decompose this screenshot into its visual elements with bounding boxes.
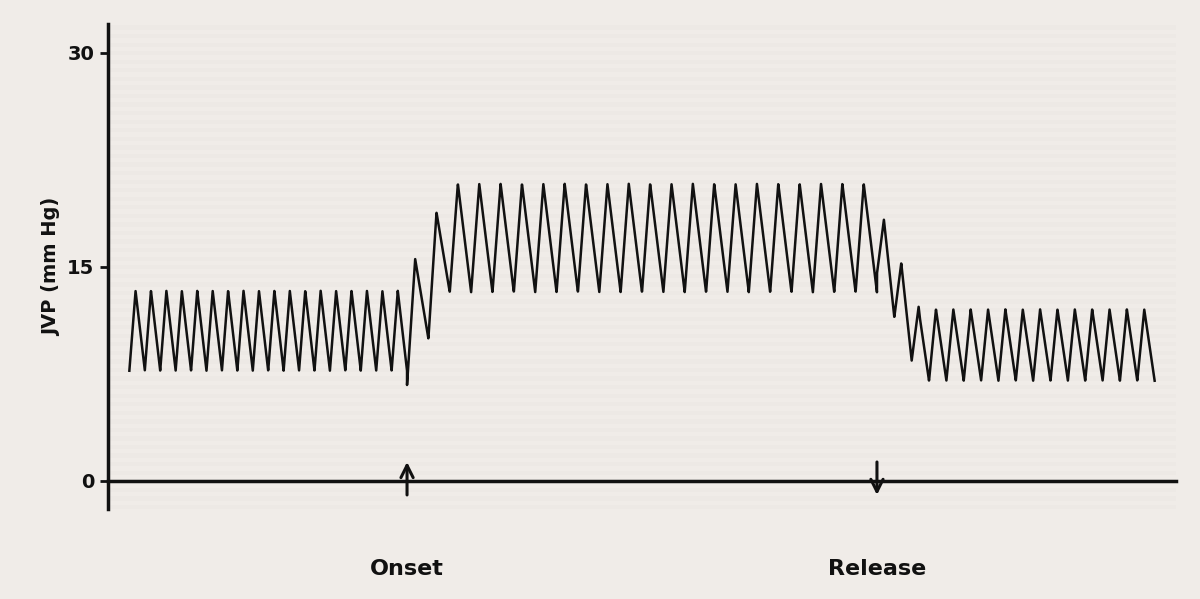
Text: Onset: Onset xyxy=(370,559,444,579)
Bar xyxy=(108,171,1176,176)
Bar xyxy=(108,231,1176,235)
Bar xyxy=(108,316,1176,321)
Bar xyxy=(108,43,1176,47)
Bar xyxy=(108,154,1176,158)
Bar xyxy=(108,51,1176,55)
Bar xyxy=(108,497,1176,501)
Bar xyxy=(108,256,1176,261)
Bar xyxy=(108,445,1176,449)
Bar xyxy=(108,222,1176,226)
Bar xyxy=(108,402,1176,406)
Bar xyxy=(108,342,1176,346)
Bar xyxy=(108,145,1176,150)
Bar xyxy=(108,334,1176,338)
Y-axis label: JVP (mm Hg): JVP (mm Hg) xyxy=(42,198,61,335)
Bar xyxy=(108,453,1176,458)
Bar xyxy=(108,428,1176,432)
Bar xyxy=(108,308,1176,312)
Bar xyxy=(108,385,1176,389)
Bar xyxy=(108,291,1176,295)
Bar xyxy=(108,34,1176,38)
Bar xyxy=(108,479,1176,483)
Bar xyxy=(108,462,1176,467)
Bar xyxy=(108,265,1176,270)
Bar xyxy=(108,505,1176,509)
Bar xyxy=(108,60,1176,64)
Bar xyxy=(108,325,1176,329)
Bar xyxy=(108,137,1176,141)
Bar xyxy=(108,94,1176,98)
Bar xyxy=(108,488,1176,492)
Bar xyxy=(108,102,1176,107)
Bar xyxy=(108,162,1176,167)
Text: Release: Release xyxy=(828,559,926,579)
Bar xyxy=(108,214,1176,218)
Bar xyxy=(108,376,1176,381)
Bar xyxy=(108,368,1176,372)
Bar xyxy=(108,411,1176,415)
Bar xyxy=(108,68,1176,72)
Bar xyxy=(108,394,1176,398)
Bar xyxy=(108,240,1176,244)
Bar xyxy=(108,205,1176,210)
Bar xyxy=(108,85,1176,90)
Bar xyxy=(108,188,1176,192)
Bar xyxy=(108,274,1176,278)
Bar xyxy=(108,180,1176,184)
Bar xyxy=(108,300,1176,304)
Bar xyxy=(108,25,1176,30)
Bar xyxy=(108,282,1176,286)
Bar xyxy=(108,128,1176,132)
Bar xyxy=(108,77,1176,81)
Bar xyxy=(108,419,1176,423)
Bar xyxy=(108,196,1176,201)
Bar xyxy=(108,436,1176,441)
Bar xyxy=(108,248,1176,252)
Bar xyxy=(108,111,1176,115)
Bar xyxy=(108,120,1176,124)
Bar xyxy=(108,359,1176,364)
Bar xyxy=(108,351,1176,355)
Bar xyxy=(108,471,1176,475)
